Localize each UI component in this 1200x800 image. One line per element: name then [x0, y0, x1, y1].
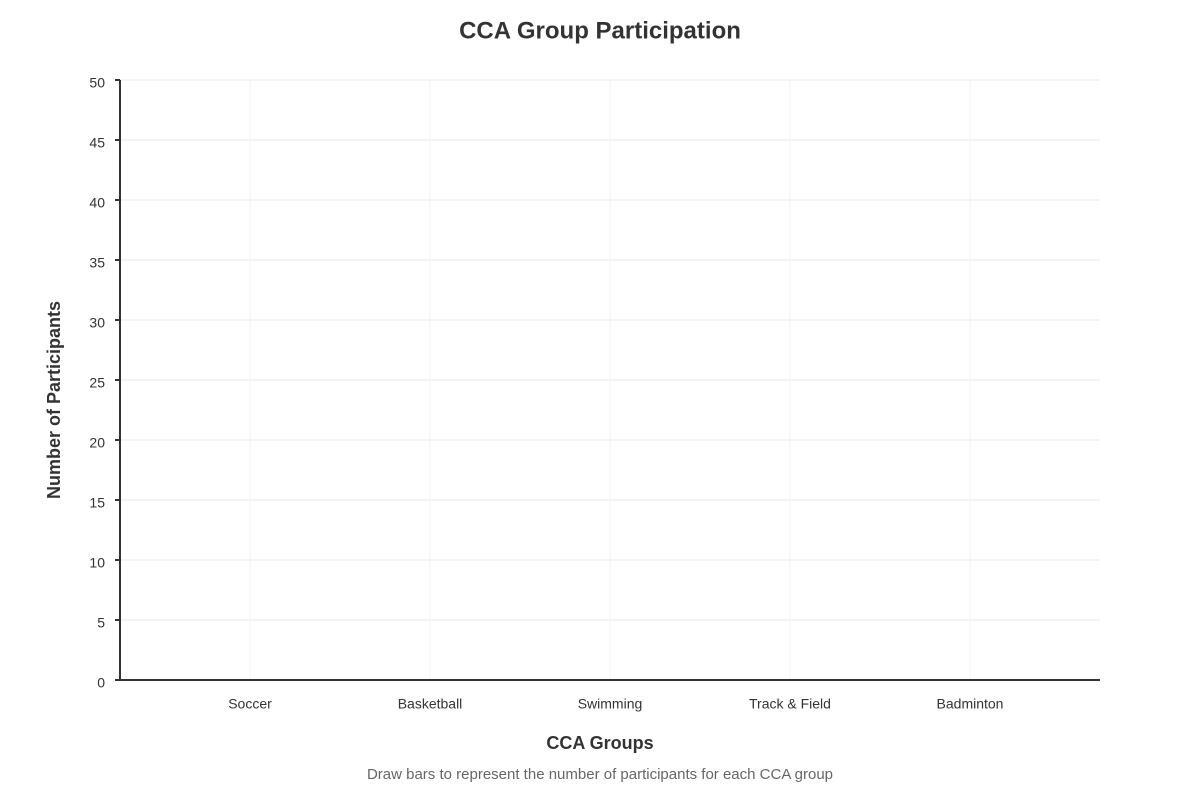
y-tick-label: 5 — [97, 615, 105, 631]
y-tick-label: 15 — [89, 495, 105, 511]
x-tick-label: Swimming — [578, 696, 643, 712]
x-tick-label: Track & Field — [749, 696, 831, 712]
x-tick-label: Badminton — [937, 696, 1004, 712]
y-tick-label: 40 — [89, 195, 105, 211]
x-tick-label: Basketball — [398, 696, 463, 712]
y-tick-label: 30 — [89, 315, 105, 331]
y-axis-label: Number of Participants — [44, 301, 64, 499]
y-tick-label: 25 — [89, 375, 105, 391]
y-tick-label: 0 — [97, 675, 105, 691]
x-axis-label: CCA Groups — [546, 733, 653, 753]
y-tick-label: 35 — [89, 255, 105, 271]
y-tick-label: 20 — [89, 435, 105, 451]
instruction: Draw bars to represent the number of par… — [367, 766, 833, 783]
chart-title: CCA Group Participation — [459, 17, 741, 44]
y-tick-label: 45 — [89, 135, 105, 151]
y-tick-label: 10 — [89, 555, 105, 571]
x-tick-label: Soccer — [228, 696, 272, 712]
y-tick-label: 50 — [89, 75, 105, 91]
